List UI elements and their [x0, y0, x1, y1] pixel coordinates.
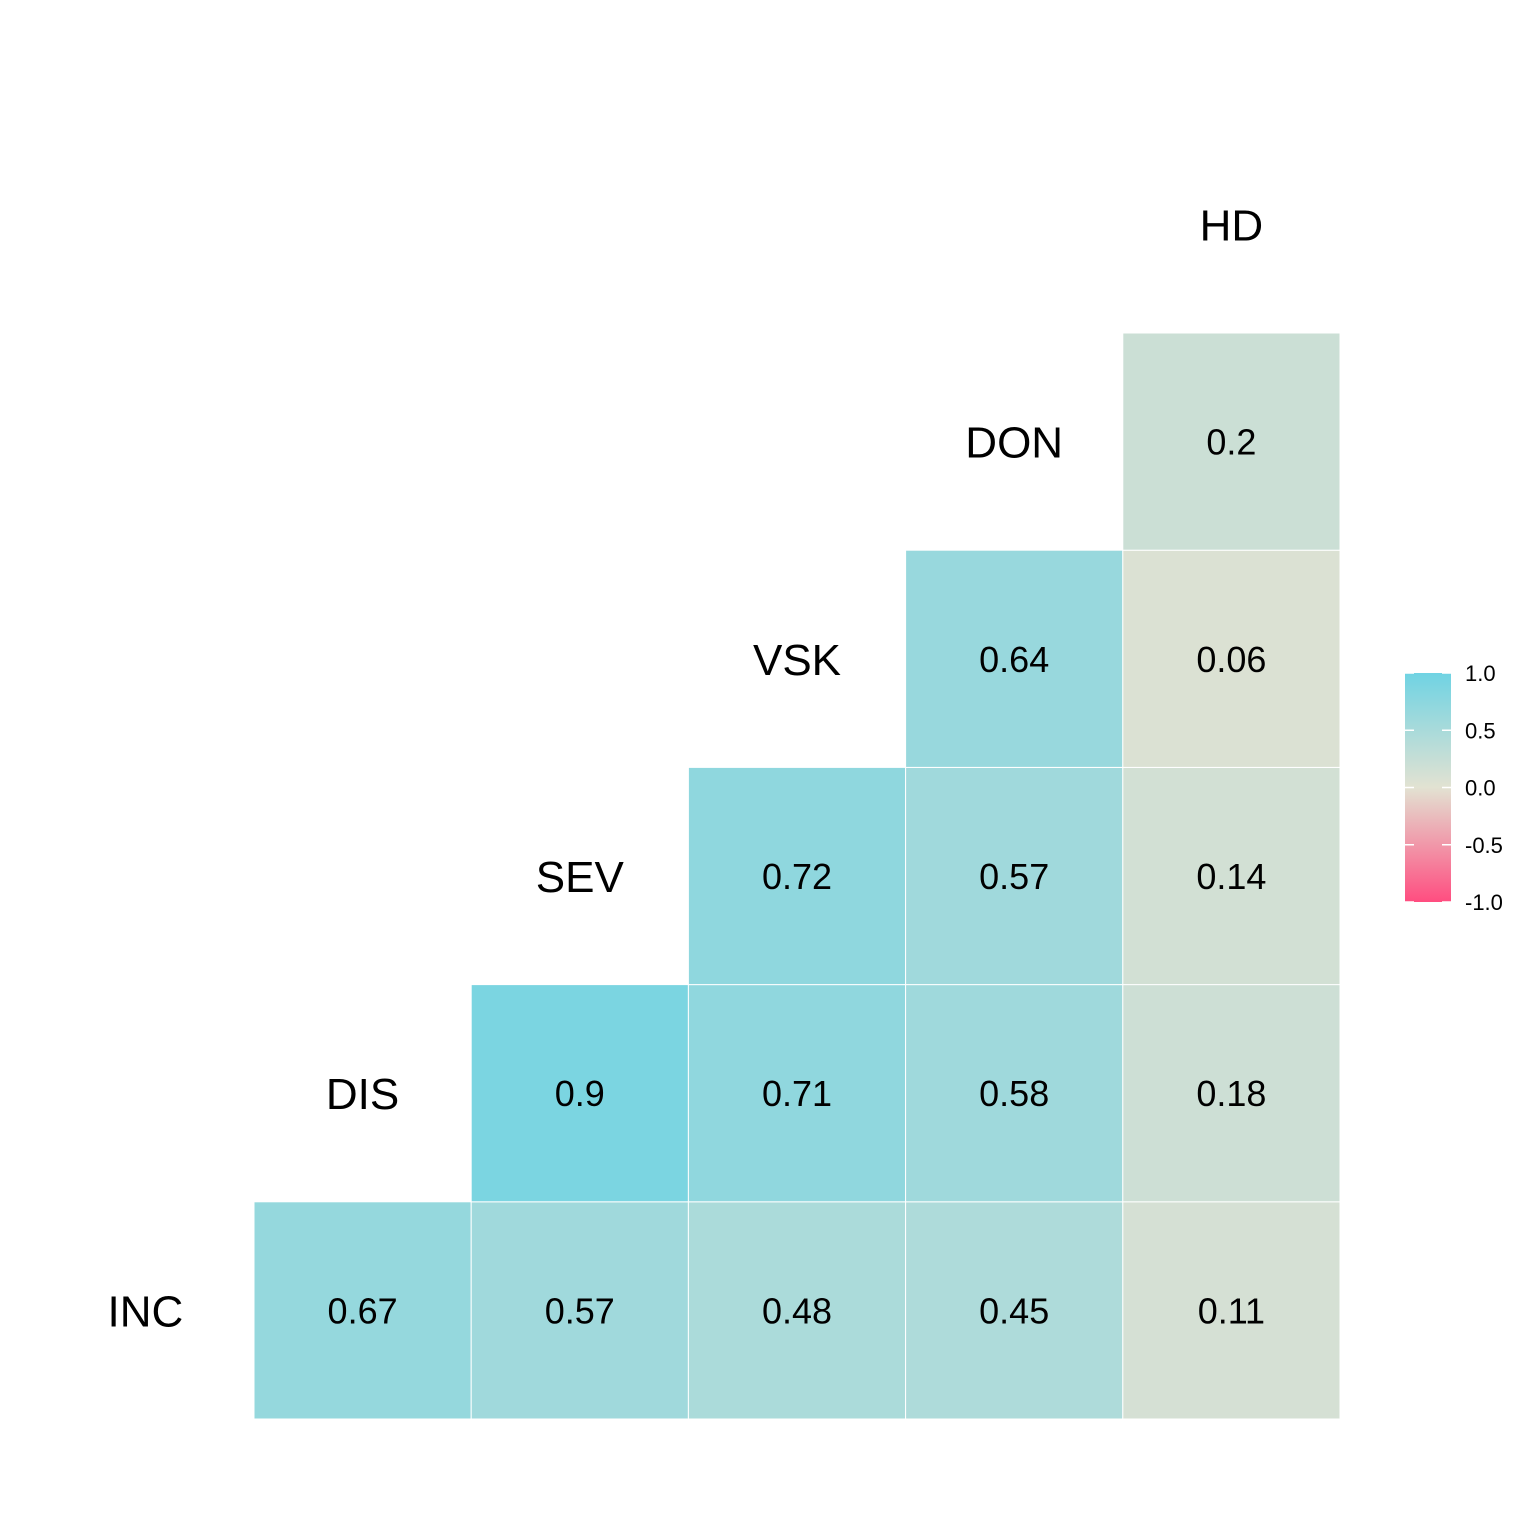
- heatmap-cell: [687, 984, 907, 1203]
- cell-value-label: 0.71: [762, 1073, 832, 1114]
- heatmap-cell: [1122, 766, 1341, 986]
- heatmap-cell: [470, 984, 689, 1203]
- color-legend: 1.0 0.5 0.0 -0.5 -1.0: [1405, 661, 1503, 915]
- cell-value-label: 0.14: [1196, 856, 1266, 897]
- legend-tick-label: 0.0: [1465, 776, 1496, 801]
- heatmap-cell: [687, 766, 907, 986]
- cell-value-label: 0.57: [979, 856, 1049, 897]
- legend-tick-label: 1.0: [1465, 661, 1496, 686]
- cell-value-label: 0.18: [1196, 1073, 1266, 1114]
- cell-value-label: 0.06: [1196, 639, 1266, 680]
- heatmap-cell: [1122, 1201, 1341, 1420]
- heatmap-cell: [905, 984, 1124, 1203]
- heatmap-cells: 0.67 0.57 0.48 0.45 0.11 0.9 0.71 0.58 0.18 0.72 0…: [253, 332, 1341, 1420]
- variable-label-hd: HD: [1200, 201, 1264, 250]
- heatmap-cell: [1122, 332, 1341, 551]
- heatmap-cell: [905, 1201, 1124, 1420]
- cell-value-label: 0.11: [1198, 1290, 1265, 1331]
- cell-value-label: 0.48: [762, 1290, 832, 1331]
- cell-value-label: 0.72: [762, 856, 832, 897]
- variable-label-inc: INC: [108, 1287, 184, 1336]
- variable-label-don: DON: [965, 419, 1063, 468]
- cell-value-label: 0.2: [1206, 422, 1256, 463]
- variable-labels: INC DIS SEV VSK DON HD: [108, 201, 1264, 1336]
- legend-tick-label: -1.0: [1465, 890, 1503, 915]
- legend-tick-label: -0.5: [1465, 833, 1503, 858]
- cell-value-label: 0.9: [555, 1073, 605, 1114]
- variable-label-dis: DIS: [326, 1070, 399, 1119]
- heatmap-cell: [470, 1201, 689, 1420]
- cell-value-label: 0.45: [979, 1290, 1049, 1331]
- variable-label-vsk: VSK: [753, 636, 841, 685]
- heatmap-cell: [905, 549, 1124, 768]
- legend-tick-label: 0.5: [1465, 718, 1496, 743]
- variable-label-sev: SEV: [536, 853, 625, 902]
- cell-value-label: 0.57: [545, 1290, 615, 1331]
- cell-value-label: 0.67: [328, 1290, 398, 1331]
- heatmap-cell: [253, 1201, 472, 1420]
- cell-value-label: 0.58: [979, 1073, 1049, 1114]
- cell-value-label: 0.64: [979, 639, 1049, 680]
- heatmap-cell: [1122, 984, 1341, 1203]
